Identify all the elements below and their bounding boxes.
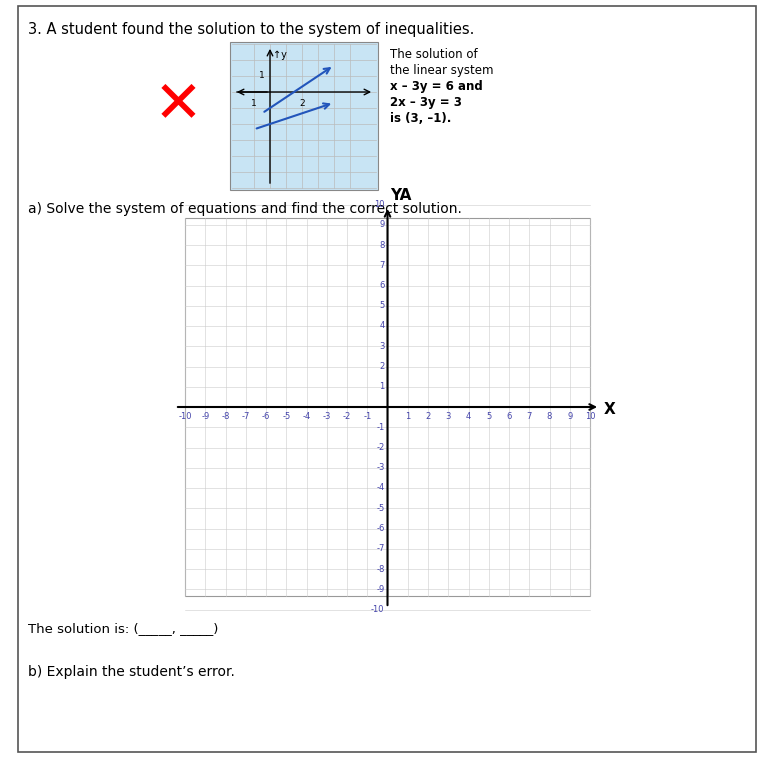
Text: -6: -6 (262, 412, 271, 421)
Text: 6: 6 (506, 412, 512, 421)
Text: -10: -10 (179, 412, 192, 421)
Text: x – 3y = 6 and: x – 3y = 6 and (390, 80, 483, 93)
Text: -3: -3 (376, 463, 384, 472)
Text: -10: -10 (371, 605, 384, 614)
Text: -1: -1 (363, 412, 371, 421)
Text: -9: -9 (376, 584, 384, 594)
Text: b) Explain the student’s error.: b) Explain the student’s error. (28, 665, 235, 679)
Text: 3: 3 (379, 342, 384, 351)
Text: 5: 5 (486, 412, 492, 421)
Text: 1: 1 (251, 99, 257, 108)
Text: a) Solve the system of equations and find the correct solution.: a) Solve the system of equations and fin… (28, 202, 462, 216)
Text: 9: 9 (567, 412, 572, 421)
Text: 1: 1 (405, 412, 410, 421)
Text: -2: -2 (343, 412, 351, 421)
Text: 2x – 3y = 3: 2x – 3y = 3 (390, 96, 462, 109)
Text: -3: -3 (322, 412, 331, 421)
Text: 2: 2 (425, 412, 431, 421)
Text: -4: -4 (302, 412, 311, 421)
Text: 7: 7 (526, 412, 532, 421)
Text: 5: 5 (380, 301, 384, 310)
Text: YA: YA (390, 188, 412, 203)
Text: 3: 3 (445, 412, 451, 421)
Text: 8: 8 (547, 412, 552, 421)
Text: -7: -7 (241, 412, 250, 421)
Text: -8: -8 (376, 565, 384, 574)
Text: ✕: ✕ (154, 77, 203, 133)
Text: 3. A student found the solution to the system of inequalities.: 3. A student found the solution to the s… (28, 22, 475, 37)
Text: 10: 10 (584, 412, 595, 421)
Text: 8: 8 (379, 240, 384, 249)
Bar (230, 42, 378, 190)
Text: -2: -2 (376, 443, 384, 452)
Text: 2: 2 (380, 362, 384, 371)
Text: 7: 7 (379, 261, 384, 270)
Text: -5: -5 (376, 504, 384, 512)
Text: 10: 10 (374, 200, 384, 209)
Text: 4: 4 (380, 321, 384, 330)
Text: the linear system: the linear system (390, 64, 493, 77)
Text: is (3, –1).: is (3, –1). (390, 112, 451, 125)
Bar (185, 218, 590, 596)
Text: 6: 6 (379, 281, 384, 290)
Text: 2: 2 (299, 99, 305, 108)
Text: X: X (604, 402, 616, 416)
Text: 9: 9 (380, 221, 384, 229)
Text: -5: -5 (282, 412, 291, 421)
Text: 4: 4 (466, 412, 471, 421)
Text: 1: 1 (259, 71, 265, 80)
Text: -9: -9 (201, 412, 209, 421)
Text: -1: -1 (376, 423, 384, 432)
Text: The solution is: (_____, _____): The solution is: (_____, _____) (28, 622, 219, 635)
Text: The solution of: The solution of (390, 48, 478, 61)
Text: 1: 1 (380, 382, 384, 391)
Text: ↑y: ↑y (273, 50, 287, 60)
Text: -4: -4 (376, 484, 384, 493)
Text: -7: -7 (376, 544, 384, 553)
Text: -6: -6 (376, 524, 384, 533)
Text: -8: -8 (221, 412, 230, 421)
